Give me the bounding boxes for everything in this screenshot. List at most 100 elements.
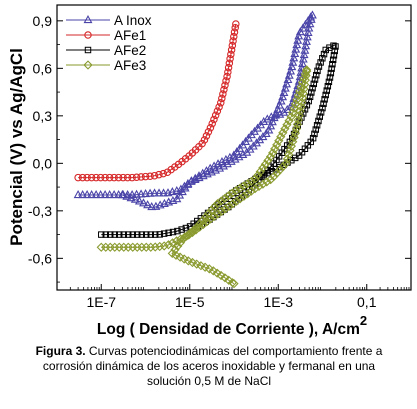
data-point xyxy=(313,122,321,129)
data-point xyxy=(228,41,237,50)
legend-marker xyxy=(84,31,92,39)
y-tick-label: 0,0 xyxy=(33,155,53,171)
data-point xyxy=(332,43,339,50)
legend-item: AFe3 xyxy=(66,58,146,73)
data-point xyxy=(309,84,316,92)
series-afe3 xyxy=(96,65,312,289)
data-point xyxy=(100,190,110,199)
data-point xyxy=(110,173,118,182)
data-point xyxy=(239,181,249,191)
data-point xyxy=(175,252,185,262)
data-point xyxy=(306,12,316,21)
data-point xyxy=(220,193,230,204)
data-point xyxy=(154,188,164,197)
data-point xyxy=(324,83,332,90)
data-point xyxy=(246,176,257,187)
data-point xyxy=(156,231,163,238)
data-point xyxy=(230,32,238,41)
data-point xyxy=(78,173,87,182)
data-point xyxy=(159,198,169,207)
data-point xyxy=(105,190,115,199)
data-point xyxy=(309,134,317,142)
data-point xyxy=(272,168,282,178)
data-point xyxy=(234,152,244,161)
data-point xyxy=(290,99,301,109)
data-point xyxy=(229,37,237,45)
data-point xyxy=(300,79,310,90)
data-point xyxy=(134,231,141,238)
data-point xyxy=(254,181,264,192)
data-point xyxy=(272,140,282,150)
data-point xyxy=(301,19,310,28)
data-point xyxy=(116,231,123,238)
data-point xyxy=(163,240,174,250)
data-point xyxy=(96,190,106,199)
data-point xyxy=(284,116,294,126)
data-point xyxy=(258,179,268,189)
data-point xyxy=(125,231,132,238)
data-point xyxy=(261,128,271,137)
data-point xyxy=(322,91,329,99)
data-point xyxy=(260,159,270,169)
data-point xyxy=(213,107,222,115)
data-point xyxy=(330,52,338,59)
legend-marker xyxy=(83,15,93,24)
data-point xyxy=(262,177,272,187)
data-point xyxy=(141,172,150,181)
data-point xyxy=(224,275,234,285)
data-point xyxy=(175,237,186,248)
data-point xyxy=(316,113,324,120)
data-point xyxy=(258,163,268,173)
data-point xyxy=(206,124,215,132)
data-point xyxy=(114,173,123,182)
data-point xyxy=(165,229,172,237)
data-point xyxy=(317,109,325,116)
data-point xyxy=(137,173,145,181)
data-point xyxy=(150,242,160,252)
data-point xyxy=(167,238,178,248)
data-point xyxy=(179,254,189,264)
data-point xyxy=(182,224,190,232)
data-point xyxy=(229,279,239,289)
data-point xyxy=(174,227,181,235)
data-point xyxy=(92,173,100,182)
data-point xyxy=(220,204,230,214)
data-point xyxy=(243,189,253,199)
data-point xyxy=(150,188,160,197)
data-point xyxy=(295,86,305,96)
data-point xyxy=(138,231,145,238)
data-point xyxy=(102,231,109,238)
data-point xyxy=(151,201,161,210)
data-point xyxy=(291,124,302,134)
data-point xyxy=(296,82,306,92)
data-point xyxy=(213,209,223,219)
data-point xyxy=(305,97,312,105)
data-point xyxy=(296,67,306,76)
data-point xyxy=(246,186,256,196)
data-point xyxy=(117,190,127,199)
data-point xyxy=(298,23,308,32)
x-axis-label: Log ( Densidad de Corriente ), A/cm2 xyxy=(97,313,367,338)
data-point xyxy=(215,103,223,111)
data-point xyxy=(303,16,313,25)
data-point xyxy=(146,242,156,252)
data-point xyxy=(258,132,268,141)
data-point xyxy=(242,147,252,156)
series-layer xyxy=(73,10,339,289)
data-point xyxy=(231,23,239,32)
x-axis-label-superscript: 2 xyxy=(360,313,367,328)
data-point xyxy=(205,214,216,224)
data-point xyxy=(105,173,114,182)
data-point xyxy=(278,128,288,138)
data-point xyxy=(164,197,174,206)
data-point xyxy=(155,170,163,179)
data-point xyxy=(111,231,118,238)
data-point xyxy=(275,165,285,175)
data-point xyxy=(216,206,227,217)
data-point xyxy=(294,110,304,121)
data-point xyxy=(303,101,311,109)
legend-marker xyxy=(83,60,93,70)
x-tick-label: 1E-3 xyxy=(263,294,293,310)
data-point xyxy=(204,264,214,274)
data-point xyxy=(259,116,269,126)
